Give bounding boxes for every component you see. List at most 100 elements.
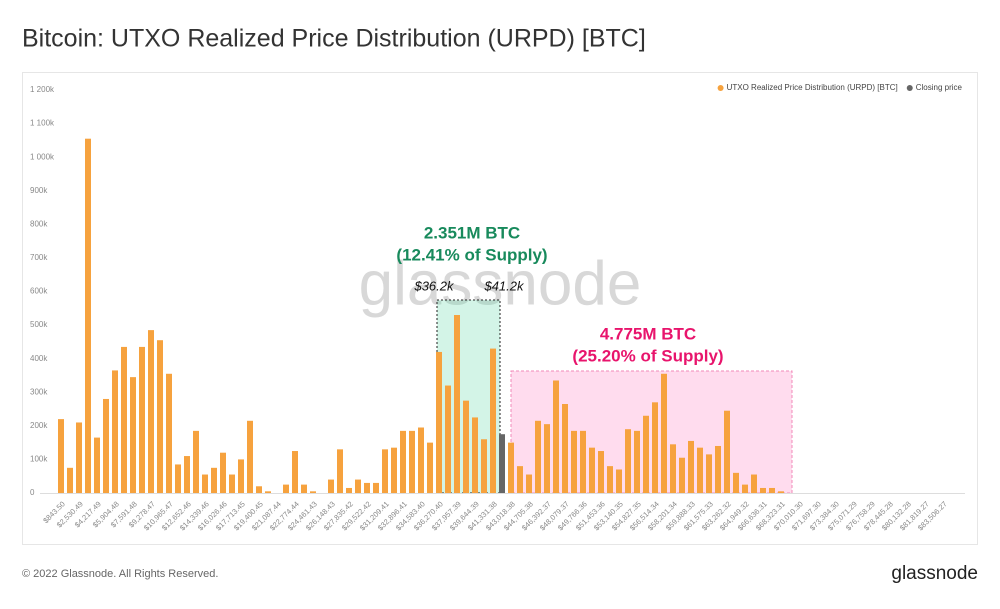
bar: [679, 457, 685, 493]
bar: [436, 351, 442, 493]
y-tick-label: 500k: [30, 320, 48, 329]
bar: [670, 444, 676, 493]
y-tick-label: 700k: [30, 253, 48, 262]
bar: [292, 451, 298, 493]
y-tick-label: 800k: [30, 219, 48, 228]
bar: [139, 346, 145, 493]
bar: [778, 491, 784, 493]
bar: [634, 430, 640, 493]
bar: [58, 419, 64, 493]
bar: [688, 440, 694, 493]
bar: [301, 484, 307, 493]
bar: [229, 474, 235, 493]
bar: [526, 474, 532, 493]
bar: [481, 439, 487, 493]
bar: [94, 437, 100, 493]
bar: [157, 340, 163, 493]
footer-logo: glassnode: [891, 563, 978, 584]
bar: [328, 479, 334, 493]
annotation: (25.20% of Supply): [572, 346, 723, 365]
bar: [220, 452, 226, 493]
bar: [715, 445, 721, 493]
bar: [508, 442, 514, 493]
y-tick-label: 1 100k: [30, 119, 55, 128]
bar: [337, 449, 343, 493]
annotation: 2.351M BTC: [424, 223, 520, 242]
bar: [103, 398, 109, 493]
bar: [184, 456, 190, 493]
bar: [472, 417, 478, 493]
bar: [148, 330, 154, 493]
bar: [571, 430, 577, 493]
bar: [238, 459, 244, 493]
chart-frame: [22, 72, 978, 545]
bar: [589, 447, 595, 493]
bar: [652, 402, 658, 493]
y-tick-label: 1 200k: [30, 85, 55, 94]
bar: [391, 447, 397, 493]
bar: [211, 467, 217, 493]
annotation: $36.2k: [413, 278, 455, 293]
annotation: $41.2k: [483, 278, 525, 293]
bar: [373, 482, 379, 493]
y-tick-label: 600k: [30, 287, 48, 296]
bar: [175, 464, 181, 493]
bar: [130, 377, 136, 493]
bar: [85, 138, 91, 493]
legend-label: Closing price: [916, 83, 963, 92]
bar: [454, 315, 460, 493]
y-tick-label: 0: [30, 488, 35, 497]
bar: [364, 482, 370, 493]
bar: [265, 491, 271, 493]
legend-label: UTXO Realized Price Distribution (URPD) …: [727, 83, 898, 92]
bar: [283, 484, 289, 493]
chart-title: Bitcoin: UTXO Realized Price Distributio…: [22, 25, 646, 53]
y-tick-label: 300k: [30, 387, 48, 396]
bar: [490, 348, 496, 493]
bar: [769, 487, 775, 493]
y-tick-label: 900k: [30, 186, 48, 195]
bar: [346, 487, 352, 493]
bar: [445, 385, 451, 493]
bar: [616, 469, 622, 493]
bar: [607, 466, 613, 493]
bar: [310, 491, 316, 493]
bar: [724, 410, 730, 493]
bar: [121, 346, 127, 493]
bar: [733, 472, 739, 493]
y-tick-label: 200k: [30, 421, 48, 430]
bar: [517, 466, 523, 493]
y-tick-label: 400k: [30, 354, 48, 363]
bar: [697, 447, 703, 493]
bar: [166, 373, 172, 493]
bar: [643, 415, 649, 493]
annotation: (12.41% of Supply): [396, 245, 547, 264]
bar: [418, 427, 424, 493]
bar: [382, 449, 388, 493]
bar: [661, 373, 667, 493]
bar: [706, 454, 712, 493]
bar: [400, 430, 406, 493]
bar: [202, 474, 208, 493]
bar: [193, 430, 199, 493]
bar: [553, 380, 559, 493]
bar: [580, 430, 586, 493]
footer-copyright: © 2022 Glassnode. All Rights Reserved.: [22, 568, 218, 580]
bar: [751, 474, 757, 493]
legend-swatch: [906, 85, 913, 91]
bar: [760, 487, 766, 493]
bar: [562, 404, 568, 493]
y-tick-label: 100k: [30, 455, 48, 464]
bar: [499, 434, 505, 493]
bar: [256, 486, 262, 493]
bar: [409, 430, 415, 493]
bar: [247, 420, 253, 493]
annotation: 4.775M BTC: [600, 324, 696, 343]
bar: [112, 370, 118, 493]
bar: [76, 422, 82, 493]
bar: [742, 484, 748, 493]
y-tick-label: 1 000k: [30, 152, 55, 161]
bar: [67, 467, 73, 493]
bar: [625, 429, 631, 493]
